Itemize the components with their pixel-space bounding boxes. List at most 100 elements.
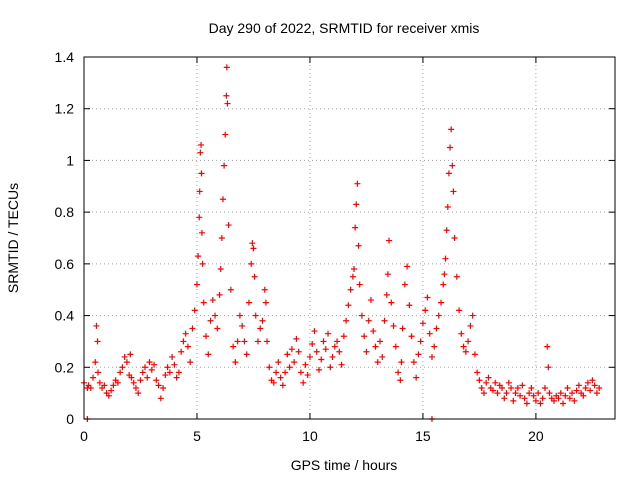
data-point <box>252 312 259 319</box>
data-point <box>474 369 481 376</box>
data-point <box>282 369 289 376</box>
data-point <box>532 397 539 404</box>
data-point <box>93 322 100 329</box>
data-point <box>311 328 318 335</box>
data-point <box>480 390 487 397</box>
data-point <box>293 335 300 342</box>
data-point <box>313 348 320 355</box>
data-point <box>449 162 456 169</box>
data-point <box>545 364 552 371</box>
data-point <box>445 170 452 177</box>
data-point <box>322 346 329 353</box>
data-point <box>224 100 231 107</box>
data-point <box>205 351 212 358</box>
data-point <box>596 384 603 391</box>
data-point <box>254 338 261 345</box>
data-point <box>494 390 501 397</box>
data-point <box>123 359 130 366</box>
data-point <box>501 395 508 402</box>
y-tick-label: 1.2 <box>55 101 75 117</box>
data-point <box>171 361 178 368</box>
data-point <box>408 333 415 340</box>
data-point <box>221 162 228 169</box>
data-point <box>505 379 512 386</box>
data-point <box>137 377 144 384</box>
data-point <box>95 369 102 376</box>
data-point <box>279 382 286 389</box>
data-point <box>384 271 391 278</box>
x-tick-label: 5 <box>193 428 201 444</box>
data-point <box>217 266 224 273</box>
data-point <box>315 366 322 373</box>
data-point <box>191 307 198 314</box>
data-point <box>541 384 548 391</box>
data-point <box>448 126 455 133</box>
data-point <box>528 384 535 391</box>
data-point <box>318 356 325 363</box>
y-tick-label: 0.4 <box>55 308 75 324</box>
data-point <box>146 359 153 366</box>
data-point <box>340 333 347 340</box>
data-point <box>230 343 237 350</box>
data-point <box>203 333 210 340</box>
data-point <box>584 379 591 386</box>
data-point <box>514 384 521 391</box>
data-point <box>404 263 411 270</box>
x-axis-label: GPS time / hours <box>291 457 398 473</box>
data-point <box>142 364 149 371</box>
data-point <box>442 255 449 262</box>
data-point <box>94 338 101 345</box>
y-axis-label: SRMTID / TECUs <box>5 183 21 293</box>
data-point <box>248 260 255 267</box>
data-point <box>187 359 194 366</box>
data-point <box>345 302 352 309</box>
data-point <box>284 351 291 358</box>
data-point <box>451 235 458 241</box>
data-point <box>173 374 180 381</box>
data-point <box>356 281 363 288</box>
data-point <box>245 299 252 306</box>
data-point <box>331 343 338 350</box>
data-point <box>546 390 553 397</box>
data-point <box>465 338 472 345</box>
data-point <box>401 281 408 288</box>
data-point <box>587 387 594 394</box>
data-point <box>589 377 596 384</box>
data-point <box>390 322 397 329</box>
data-point <box>476 377 483 384</box>
chart-title: Day 290 of 2022, SRMTID for receiver xmi… <box>209 20 480 36</box>
data-point <box>297 369 304 376</box>
y-tick-label: 1 <box>66 152 74 168</box>
data-point <box>370 328 377 335</box>
data-point <box>135 390 142 397</box>
data-point <box>306 353 313 360</box>
data-point <box>196 214 203 221</box>
data-point <box>566 395 573 402</box>
data-point <box>399 325 406 332</box>
data-point <box>467 322 474 329</box>
data-point <box>550 397 557 404</box>
data-point <box>334 338 341 345</box>
data-point <box>309 341 316 348</box>
data-point <box>453 273 460 280</box>
data-point <box>200 299 207 306</box>
data-point <box>443 227 450 234</box>
data-point <box>250 245 257 252</box>
data-point <box>155 382 162 389</box>
data-point <box>198 141 205 148</box>
x-tick-label: 20 <box>528 428 544 444</box>
data-point <box>353 201 360 208</box>
data-point <box>288 346 295 353</box>
data-point <box>157 395 164 402</box>
axis-ticks: 0 5 10 15 20 0 0.2 0.4 0.6 0.8 1 1.2 1.4 <box>55 49 615 444</box>
data-point <box>424 294 431 301</box>
data-point <box>489 387 496 394</box>
data-point <box>212 312 219 319</box>
data-point <box>441 271 448 278</box>
data-point <box>302 361 309 368</box>
data-point <box>193 281 200 288</box>
data-point <box>575 382 582 389</box>
data-point <box>392 343 399 350</box>
data-point <box>372 343 379 350</box>
y-tick-label: 0.2 <box>55 359 75 375</box>
